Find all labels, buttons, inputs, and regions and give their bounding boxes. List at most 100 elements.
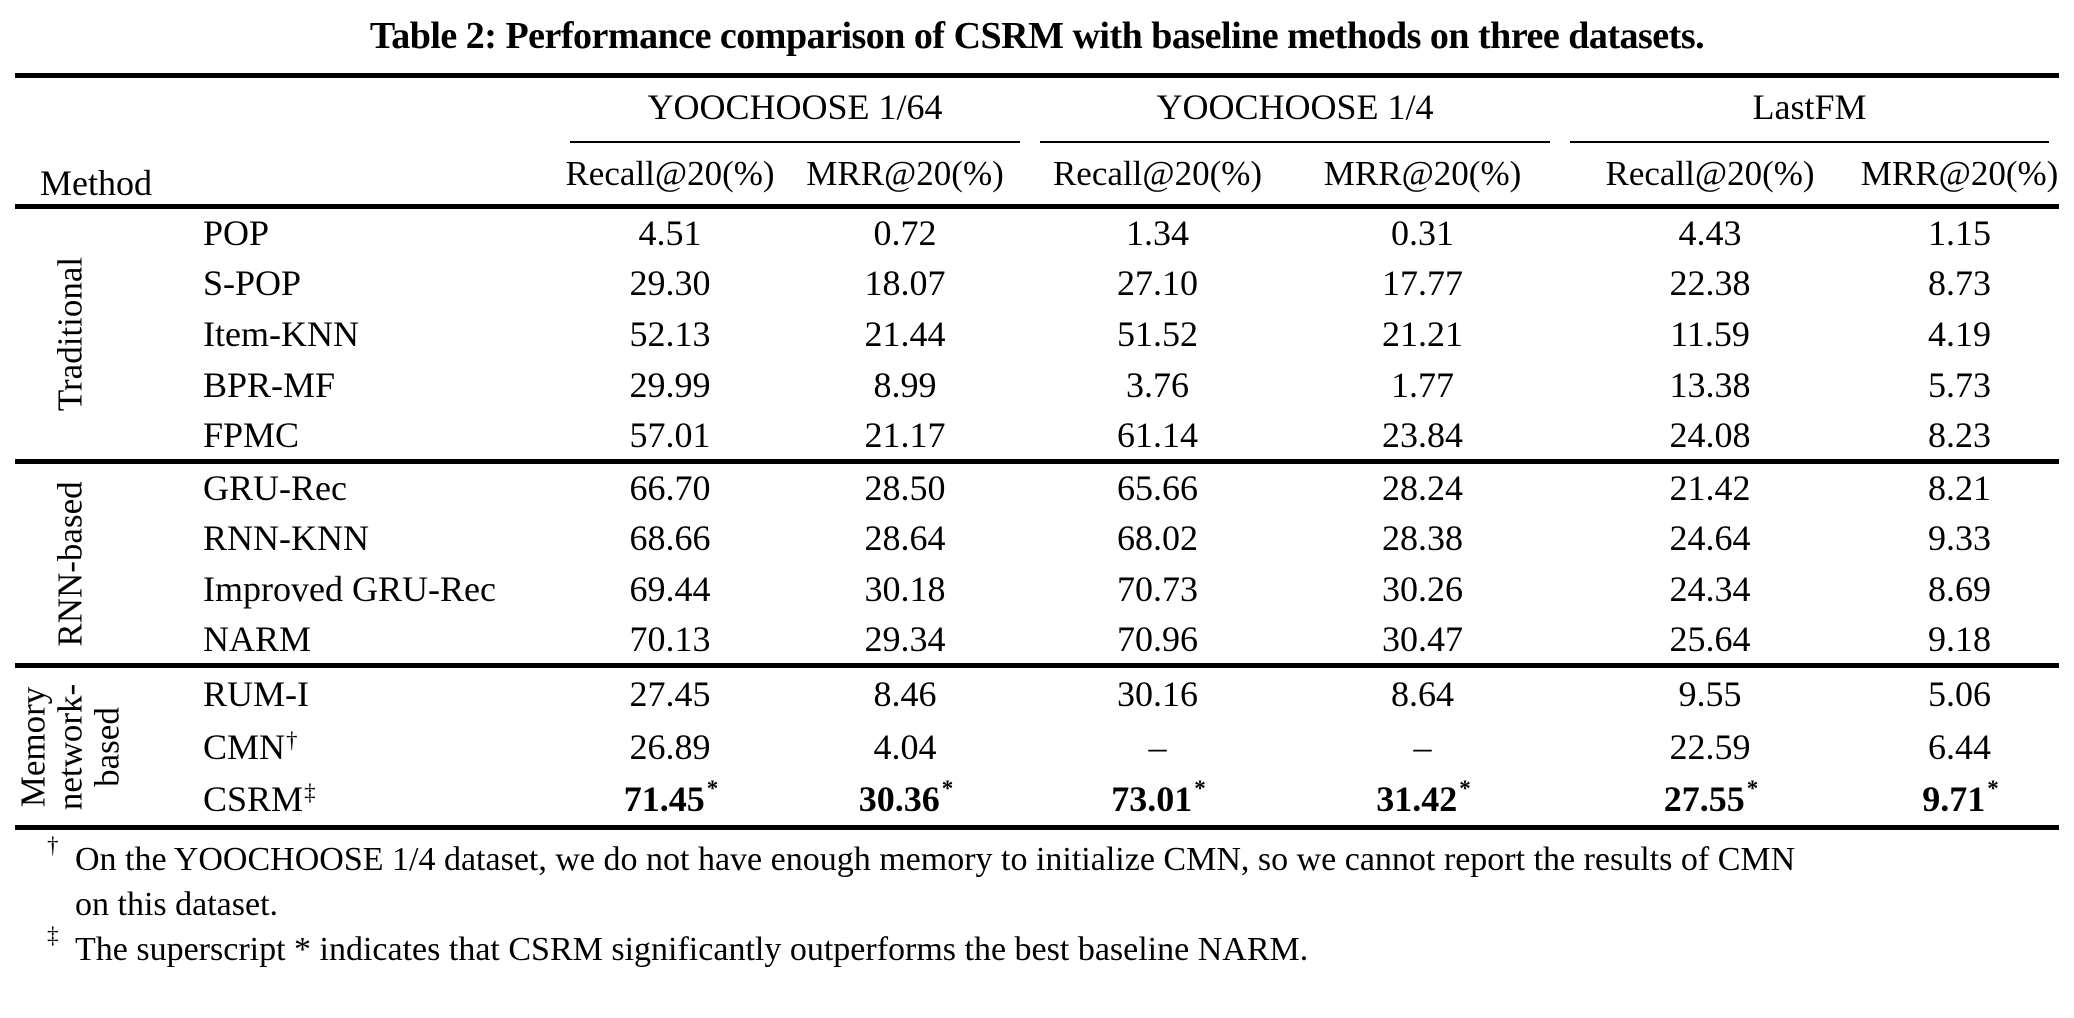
table-row: S-POP 29.30 18.07 27.10 17.77 22.38 8.73 <box>15 258 2059 309</box>
metric-value: 29.99 <box>629 365 711 405</box>
method-name: GRU-Rec <box>125 459 560 513</box>
metric-value: 4.04 <box>873 726 937 767</box>
footnote-text: On the YOOCHOOSE 1/4 dataset, we do not … <box>75 841 1796 878</box>
significance-star: * <box>1987 776 1999 802</box>
metric-value: 57.01 <box>629 414 711 455</box>
metric-value: 65.66 <box>1030 459 1286 513</box>
metric-value: 6.44 <box>1928 726 1992 767</box>
metric-value: 8.73 <box>1928 263 1992 303</box>
metric-value: 18.07 <box>864 263 946 303</box>
metric-value: 52.13 <box>629 314 711 354</box>
metric-value: 8.69 <box>1928 569 1992 609</box>
metric-value: 28.24 <box>1285 459 1561 513</box>
metric-header-recall-4: Recall@20(%) <box>1030 143 1286 209</box>
metric-value: 61.14 <box>1117 414 1199 455</box>
double-dagger-marker: ‡ <box>47 923 59 948</box>
metric-value: 3.76 <box>1126 365 1190 405</box>
cmid-rule <box>1040 141 1551 143</box>
significance-star: * <box>1746 776 1759 802</box>
method-column-header: Method <box>15 73 560 209</box>
metric-value-best: 27.55* <box>1560 773 1861 830</box>
group-label-memory-network-based: Memory network- based <box>13 663 127 828</box>
metric-value: 27.10 <box>1117 263 1199 303</box>
significance-star: * <box>1459 776 1471 802</box>
metric-value: 29.34 <box>864 618 946 659</box>
metric-value: 28.64 <box>864 518 946 558</box>
metric-value: 68.66 <box>629 518 711 558</box>
metric-value: 21.44 <box>864 314 946 354</box>
traditional-section: Traditional POP 4.51 0.72 1.34 0.31 4.43… <box>15 204 2060 462</box>
metric-value: 1.34 <box>1030 204 1286 258</box>
metric-value: 30.26 <box>1382 569 1464 609</box>
table-row: NARM 70.13 29.34 70.96 30.47 25.64 9.18 <box>15 615 2059 666</box>
table-row: Memory network- based RUM-I 27.45 8.46 3… <box>14 663 2060 828</box>
metric-value: 9.33 <box>1928 518 1992 558</box>
method-name: BPR-MF <box>203 365 336 405</box>
group-label-rnn-based: RNN-based <box>15 459 125 666</box>
metric-value: 30.16 <box>1030 663 1286 720</box>
cmid-rule <box>1570 141 2050 143</box>
metric-value: 21.17 <box>864 414 946 455</box>
method-name: Improved GRU-Rec <box>203 569 496 609</box>
table-row: Item-KNN 52.13 21.44 51.52 21.21 11.59 4… <box>15 309 2059 360</box>
table-caption-wrap: Table 2: Performance comparison of CSRM … <box>0 0 2074 73</box>
method-name: S-POP <box>203 263 302 303</box>
method-name: POP <box>125 204 560 258</box>
metric-value: 8.46 <box>780 663 1031 720</box>
metric-header-recall-lastfm: Recall@20(%) <box>1560 143 1861 209</box>
metric-value: 70.73 <box>1117 569 1199 609</box>
metric-header-mrr-64: MRR@20(%) <box>780 143 1031 209</box>
metric-value-best: 71.45* <box>560 773 780 830</box>
dagger-marker: † <box>286 727 298 753</box>
metric-value: 66.70 <box>560 459 780 513</box>
metric-value: 0.72 <box>780 204 1031 258</box>
table-row: Traditional POP 4.51 0.72 1.34 0.31 4.43… <box>15 204 2060 462</box>
rotated-label: Traditional <box>50 256 90 412</box>
table-caption: Table 2: Performance comparison of CSRM … <box>369 15 1705 57</box>
significance-star: * <box>706 776 719 802</box>
table-row: CMN† 26.89 4.04 – – 22.59 6.44 <box>15 720 2059 774</box>
significance-star: * <box>1194 776 1206 802</box>
metric-value: 70.13 <box>629 618 711 659</box>
metric-value: – <box>1413 726 1432 767</box>
metric-value: 30.18 <box>864 569 946 609</box>
metric-value: 4.51 <box>560 204 780 258</box>
footnote-text: The superscript * indicates that CSRM si… <box>75 931 1309 968</box>
dataset-label: YOOCHOOSE 1/4 <box>1156 87 1434 127</box>
rotated-label: RNN-based <box>50 480 90 647</box>
metric-value: 13.38 <box>1669 365 1751 405</box>
dataset-header-lastfm: LastFM <box>1560 73 2060 143</box>
footnote-text: on this dataset. <box>75 886 279 923</box>
table-row: FPMC 57.01 21.17 61.14 23.84 24.08 8.23 <box>15 411 2059 462</box>
metric-value: 5.06 <box>1860 663 2060 720</box>
metric-value: 9.55 <box>1560 663 1861 720</box>
metric-value: 0.31 <box>1285 204 1561 258</box>
group-label-traditional: Traditional <box>15 204 125 462</box>
results-table: Method YOOCHOOSE 1/64 YOOCHOOSE 1/4 Last… <box>14 73 2060 830</box>
method-name: CSRM‡ <box>125 773 560 830</box>
metric-header-mrr-4: MRR@20(%) <box>1285 143 1561 209</box>
metric-value: 28.50 <box>780 459 1031 513</box>
method-name: NARM <box>203 618 312 659</box>
table-footnotes: † On the YOOCHOOSE 1/4 dataset, we do no… <box>15 833 2074 972</box>
rotated-label: Memory network- based <box>13 683 127 810</box>
method-name: Item-KNN <box>203 314 359 354</box>
rnn-based-section: RNN-based GRU-Rec 66.70 28.50 65.66 28.2… <box>15 459 2060 666</box>
metric-value: 29.30 <box>629 263 711 303</box>
metric-value: 11.59 <box>1670 314 1750 354</box>
method-name: CMN† <box>203 726 298 767</box>
footnote-double-dagger: ‡ The superscript * indicates that CSRM … <box>15 923 2074 972</box>
dataset-label: LastFM <box>1752 87 1867 127</box>
table-row: Improved GRU-Rec 69.44 30.18 70.73 30.26… <box>15 564 2059 615</box>
method-name: FPMC <box>203 414 300 455</box>
metric-value: 17.77 <box>1382 263 1464 303</box>
table-row: RNN-KNN 68.66 28.64 68.02 28.38 24.64 9.… <box>15 513 2059 564</box>
table-row: BPR-MF 29.99 8.99 3.76 1.77 13.38 5.73 <box>15 360 2059 411</box>
memory-network-section: Memory network- based RUM-I 27.45 8.46 3… <box>14 663 2060 830</box>
dataset-label: YOOCHOOSE 1/64 <box>647 87 943 127</box>
metric-value: 24.64 <box>1669 518 1751 558</box>
method-name: RNN-KNN <box>203 518 369 558</box>
table-row: RNN-based GRU-Rec 66.70 28.50 65.66 28.2… <box>15 459 2060 666</box>
metric-value: 21.42 <box>1560 459 1861 513</box>
metric-value: 70.96 <box>1117 618 1199 659</box>
